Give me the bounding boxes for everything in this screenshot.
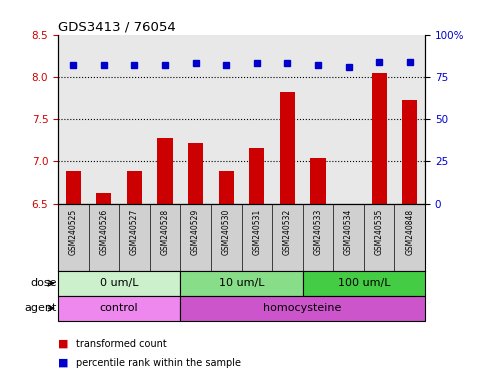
- Bar: [402, 101, 417, 204]
- Bar: [127, 171, 142, 204]
- Text: agent: agent: [24, 303, 57, 313]
- Text: GDS3413 / 76054: GDS3413 / 76054: [58, 20, 176, 33]
- Text: percentile rank within the sample: percentile rank within the sample: [76, 358, 242, 368]
- Bar: [303, 271, 425, 296]
- Text: control: control: [100, 303, 139, 313]
- Text: GSM240848: GSM240848: [405, 209, 414, 255]
- Bar: [249, 148, 265, 204]
- Text: GSM240532: GSM240532: [283, 209, 292, 255]
- Bar: [96, 194, 112, 204]
- Bar: [188, 143, 203, 204]
- Bar: [371, 73, 387, 204]
- Text: ■: ■: [58, 339, 69, 349]
- Bar: [58, 296, 180, 321]
- Text: GSM240531: GSM240531: [252, 209, 261, 255]
- Text: GSM240527: GSM240527: [130, 209, 139, 255]
- Text: GSM240530: GSM240530: [222, 209, 231, 255]
- Text: GSM240533: GSM240533: [313, 209, 323, 255]
- Text: GSM240534: GSM240534: [344, 209, 353, 255]
- Bar: [280, 92, 295, 204]
- Text: GSM240535: GSM240535: [375, 209, 384, 255]
- Bar: [311, 158, 326, 204]
- Text: 0 um/L: 0 um/L: [100, 278, 139, 288]
- Bar: [58, 271, 180, 296]
- Text: transformed count: transformed count: [76, 339, 167, 349]
- Text: GSM240526: GSM240526: [99, 209, 108, 255]
- Text: GSM240529: GSM240529: [191, 209, 200, 255]
- Text: GSM240525: GSM240525: [69, 209, 78, 255]
- Bar: [180, 296, 425, 321]
- Text: 10 um/L: 10 um/L: [219, 278, 264, 288]
- Text: ■: ■: [58, 358, 69, 368]
- Text: GSM240528: GSM240528: [160, 209, 170, 255]
- Text: 100 um/L: 100 um/L: [338, 278, 390, 288]
- Text: homocysteine: homocysteine: [264, 303, 342, 313]
- Bar: [180, 271, 303, 296]
- Bar: [66, 171, 81, 204]
- Text: dose: dose: [30, 278, 57, 288]
- Bar: [157, 137, 173, 204]
- Bar: [219, 171, 234, 204]
